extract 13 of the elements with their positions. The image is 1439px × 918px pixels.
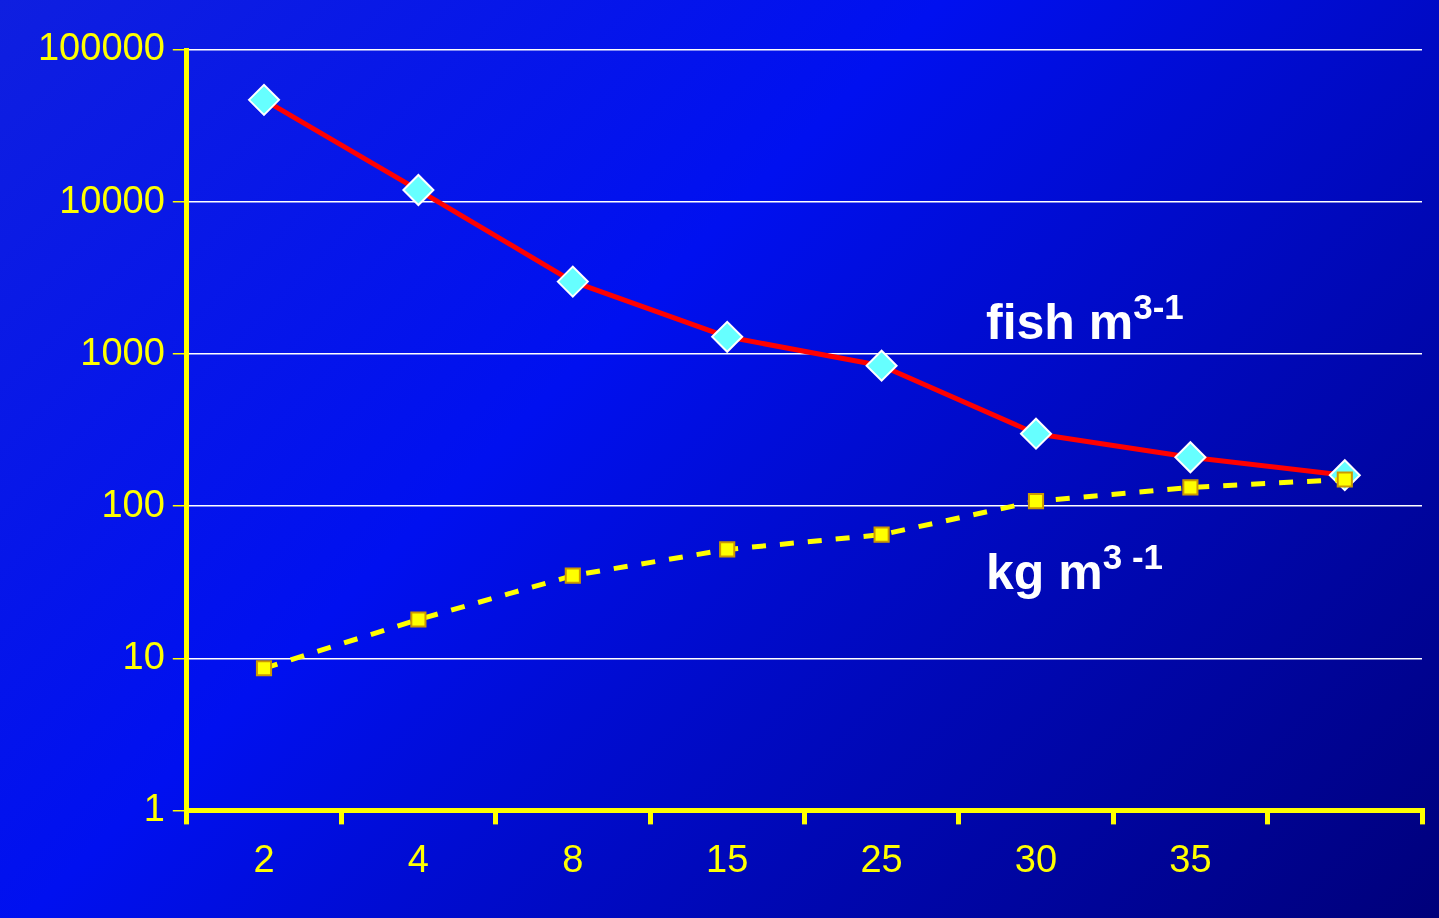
x-tick-label: 2 [253, 837, 275, 880]
y-tick-label: 100000 [37, 26, 165, 69]
x-tick-label: 4 [407, 837, 429, 880]
x-tick-label: 35 [1169, 837, 1212, 880]
x-tick-label: 25 [860, 837, 903, 880]
y-tick-label: 10000 [59, 178, 165, 221]
x-tick-label: 8 [562, 837, 584, 880]
y-tick-label: 1 [143, 786, 165, 829]
x-tick-label: 30 [1014, 837, 1058, 880]
x-tick-label: 15 [706, 837, 749, 880]
y-tick-label: 1000 [80, 330, 165, 373]
y-tick-label: 10 [122, 634, 165, 677]
y-tick-label: 100 [101, 482, 165, 525]
